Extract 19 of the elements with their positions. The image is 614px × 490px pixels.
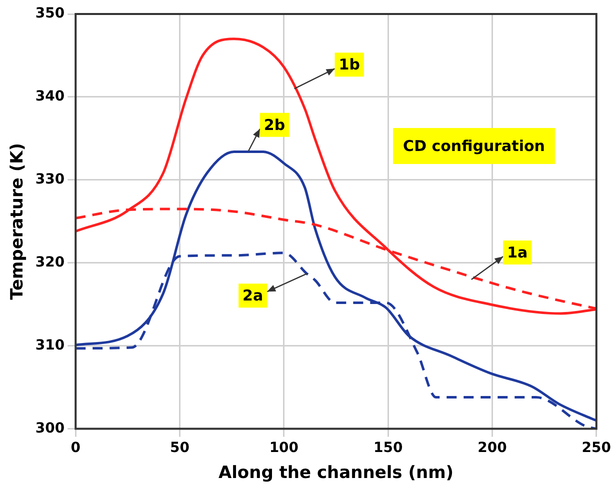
y-tick-label: 300 xyxy=(35,420,65,436)
annotation: 1a xyxy=(507,243,528,262)
x-tick-label: 50 xyxy=(170,440,190,456)
y-tick-label: 320 xyxy=(35,254,65,271)
x-tick-label: 200 xyxy=(478,440,508,456)
annotation: 1b xyxy=(338,56,360,74)
x-tick-label: 0 xyxy=(70,440,81,456)
x-tick-label: 250 xyxy=(582,440,612,456)
y-tick-label: 330 xyxy=(35,172,65,188)
x-tick-label: 100 xyxy=(269,440,299,456)
y-tick-label: 340 xyxy=(35,88,65,105)
x-tick-label: 150 xyxy=(373,440,403,456)
annotation: 2a xyxy=(242,286,264,305)
y-tick-label: 310 xyxy=(35,337,65,354)
y-axis-title: Temperature (K) xyxy=(8,142,28,300)
y-tick-label: 350 xyxy=(35,6,65,22)
x-axis-title: Along the channels (nm) xyxy=(218,463,454,484)
annotation: 2b xyxy=(264,116,286,134)
annotation: CD configuration xyxy=(403,136,545,155)
